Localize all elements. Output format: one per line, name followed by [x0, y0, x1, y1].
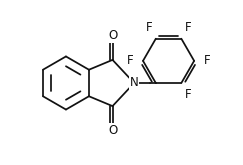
Text: F: F: [184, 21, 191, 34]
Text: O: O: [108, 29, 117, 42]
Text: N: N: [130, 77, 139, 89]
Text: F: F: [146, 21, 153, 34]
Text: F: F: [184, 88, 191, 100]
Text: F: F: [127, 54, 134, 67]
Text: F: F: [204, 54, 210, 67]
Text: O: O: [108, 124, 117, 137]
